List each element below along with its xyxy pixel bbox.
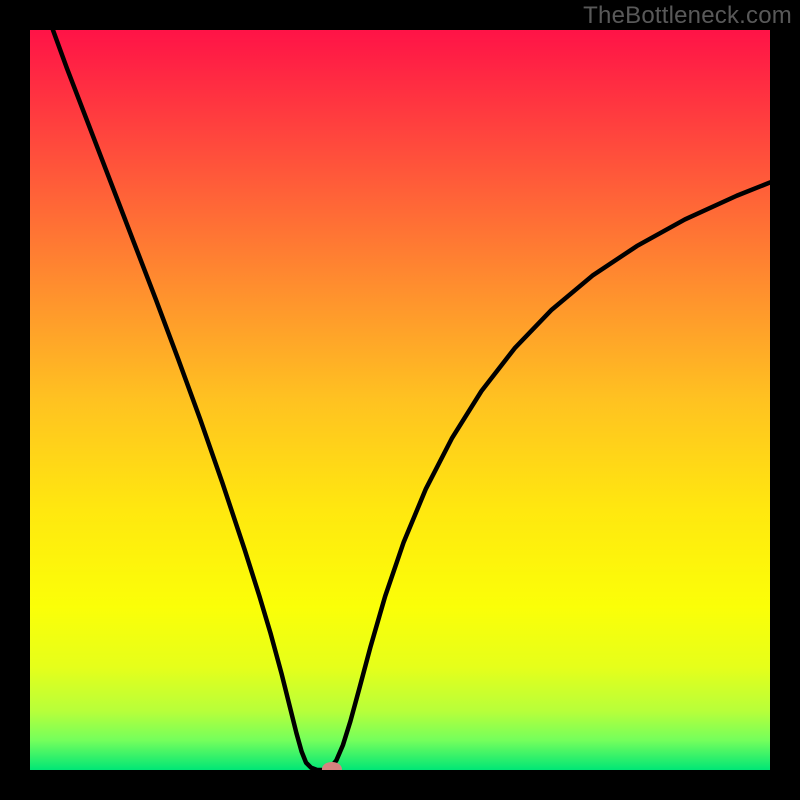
watermark-text: TheBottleneck.com bbox=[583, 2, 792, 30]
plot-background bbox=[30, 30, 770, 770]
chart-container: TheBottleneck.com bbox=[0, 0, 800, 800]
bottleneck-chart bbox=[0, 0, 800, 800]
